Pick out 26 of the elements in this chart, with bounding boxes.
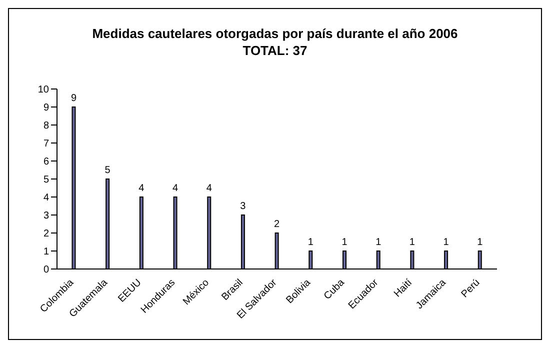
y-tick-label: 4 bbox=[43, 192, 50, 204]
y-tick-label: 6 bbox=[43, 156, 50, 168]
data-label: 4 bbox=[172, 183, 178, 194]
data-label: 1 bbox=[409, 237, 416, 248]
data-label: 4 bbox=[206, 183, 212, 194]
y-tick-label: 1 bbox=[43, 246, 50, 258]
y-tick-label: 3 bbox=[43, 210, 50, 222]
data-label: 3 bbox=[240, 201, 246, 212]
data-label: 5 bbox=[104, 165, 111, 176]
y-tick-label: 9 bbox=[43, 102, 50, 114]
data-label: 1 bbox=[477, 237, 484, 248]
y-tick-label: 7 bbox=[43, 138, 50, 150]
data-label: 4 bbox=[138, 183, 145, 194]
chart-title: Medidas cautelares otorgadas por país durante el año 2006 bbox=[91, 25, 459, 42]
data-label: 9 bbox=[70, 93, 77, 104]
y-tick-label: 0 bbox=[43, 264, 50, 276]
data-label: 1 bbox=[342, 237, 348, 248]
data-label: 1 bbox=[376, 237, 382, 248]
y-tick-label: 8 bbox=[43, 120, 50, 132]
data-label: 2 bbox=[274, 219, 280, 230]
y-tick-label: 5 bbox=[43, 174, 50, 186]
y-tick-label: 10 bbox=[38, 84, 50, 96]
data-label: 1 bbox=[308, 237, 314, 248]
y-tick-label: 2 bbox=[43, 228, 50, 240]
chart-subtitle: TOTAL: 37 bbox=[242, 42, 308, 59]
data-label: 1 bbox=[443, 237, 450, 248]
